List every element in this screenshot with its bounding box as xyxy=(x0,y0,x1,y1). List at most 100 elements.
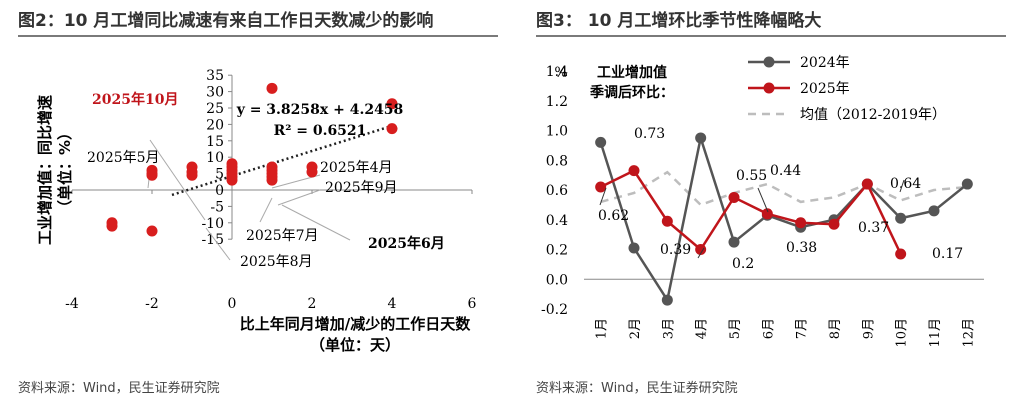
scatter-point xyxy=(146,225,158,237)
series-point xyxy=(728,191,740,203)
trend-equation: y = 3.8258x + 4.2458 xyxy=(236,102,404,118)
annotation-leader xyxy=(205,227,231,261)
data-label-leader xyxy=(599,187,607,206)
scatter-point xyxy=(266,174,278,186)
legend-label: 均值（2012-2019年） xyxy=(800,107,946,123)
x-axis-title-unit: （单位：天） xyxy=(310,336,400,354)
data-label: 0.73 xyxy=(634,126,665,142)
point-annotation: 2025年4月 xyxy=(320,160,393,176)
point-annotation: 2025年9月 xyxy=(325,180,398,196)
annotation-leader xyxy=(281,204,351,241)
annotation-leader xyxy=(259,197,273,223)
series-line xyxy=(599,133,969,304)
series-point xyxy=(895,248,907,260)
x-tick-label: 11月 xyxy=(928,318,943,348)
figure3-source: 资料来源：Wind，民生证券研究院 xyxy=(536,381,738,396)
data-label: 0.38 xyxy=(786,240,817,256)
y-axis-title: 工业增加值：同比增速 xyxy=(36,95,54,245)
x-tick-label: 4月 xyxy=(695,318,710,339)
scatter-point xyxy=(386,123,398,135)
y-tick-label: 20 xyxy=(206,117,224,133)
y-tick-label: 25 xyxy=(206,101,224,117)
y-tick-label: 0.0 xyxy=(546,272,568,288)
inner-title: 工业增加值 xyxy=(597,64,667,81)
data-label: 0.37 xyxy=(858,220,889,236)
x-tick-label: -2 xyxy=(145,296,159,312)
legend-label: 2024年 xyxy=(800,55,850,71)
point-annotation: 2025年8月 xyxy=(240,254,313,270)
point-annotation: 2025年7月 xyxy=(246,228,319,244)
figure2-title-rule xyxy=(18,35,498,37)
x-tick-label: 10月 xyxy=(895,318,910,348)
series-point xyxy=(895,212,907,224)
series-point xyxy=(661,294,673,306)
series-point xyxy=(595,181,607,193)
annotation-leader xyxy=(149,139,206,221)
scatter-point xyxy=(106,220,118,232)
data-label: 0.64 xyxy=(890,176,921,192)
data-label: 0.17 xyxy=(932,246,963,262)
series-point xyxy=(695,244,707,255)
x-axis-title: 比上年同月增加/减少的工作日天数 xyxy=(240,315,471,333)
data-label: 0.39 xyxy=(660,242,691,258)
series-point xyxy=(928,205,940,217)
x-tick-label: 5月 xyxy=(728,318,743,339)
x-tick-label: 2月 xyxy=(628,318,643,339)
annotation-leader xyxy=(277,189,321,206)
legend-marker xyxy=(763,82,775,94)
x-tick-label: 1月 xyxy=(595,318,610,339)
point-annotation: 2025年6月 xyxy=(368,235,445,252)
scatter-point xyxy=(266,82,278,94)
figure3-title-rule xyxy=(536,35,1006,37)
series-point xyxy=(695,132,707,144)
x-tick-label: 0 xyxy=(228,296,237,312)
y-tick-label: 5 xyxy=(215,167,224,183)
trendline xyxy=(171,124,393,197)
x-tick-label: 4 xyxy=(388,296,397,312)
scatter-point xyxy=(186,169,198,181)
data-label-leader xyxy=(899,179,905,193)
series-line xyxy=(600,169,902,255)
scatter-point xyxy=(146,169,158,181)
series-line xyxy=(600,170,968,207)
y-tick-label: 10 xyxy=(206,150,224,166)
figure2-source: 资料来源：Wind，民生证券研究院 xyxy=(18,381,220,396)
data-label: 0.2 xyxy=(732,256,754,272)
y-axis-title-unit: （单位：%） xyxy=(56,125,74,215)
y-tick-label: 0.8 xyxy=(546,153,568,169)
legend-label: 2025年 xyxy=(800,81,850,97)
y-tick-label: 1.4 xyxy=(546,64,568,80)
scatter-point xyxy=(226,174,238,186)
y-tick-label: 0.2 xyxy=(546,243,568,259)
y-tick-label: 15 xyxy=(206,134,224,150)
y-tick-label: -10 xyxy=(201,216,224,232)
series-point xyxy=(761,208,773,220)
y-tick-label: -5 xyxy=(210,199,224,215)
x-tick-label: 12月 xyxy=(961,318,976,348)
y-tick-label: 30 xyxy=(206,85,224,101)
y-tick-label: -0.2 xyxy=(541,302,568,318)
data-label-leader xyxy=(697,247,705,259)
scatter-point xyxy=(306,166,318,178)
x-tick-label: 7月 xyxy=(795,318,810,339)
x-tick-label: 6 xyxy=(468,296,477,312)
x-tick-label: -4 xyxy=(65,296,79,312)
point-annotation: 2025年5月 xyxy=(87,150,160,166)
y-tick-label: 35 xyxy=(206,68,224,84)
legend-marker xyxy=(763,56,775,68)
series-point xyxy=(795,217,807,229)
series-point xyxy=(961,178,973,190)
series-point xyxy=(628,165,640,177)
y-tick-label: 1.0 xyxy=(546,124,568,140)
y-tick-label: 0.6 xyxy=(546,183,568,199)
figure3-title: 图3： 10 月工增环比季节性降幅略大 xyxy=(536,11,822,31)
series-point xyxy=(661,215,673,227)
data-label-leader xyxy=(757,187,769,213)
inner-title-line2: 季调后环比： xyxy=(589,84,674,101)
series-point xyxy=(861,178,873,190)
x-tick-label: 8月 xyxy=(828,318,843,339)
y-tick-label: 1.2 xyxy=(546,94,568,110)
y-tick-label: 0 xyxy=(215,183,224,199)
